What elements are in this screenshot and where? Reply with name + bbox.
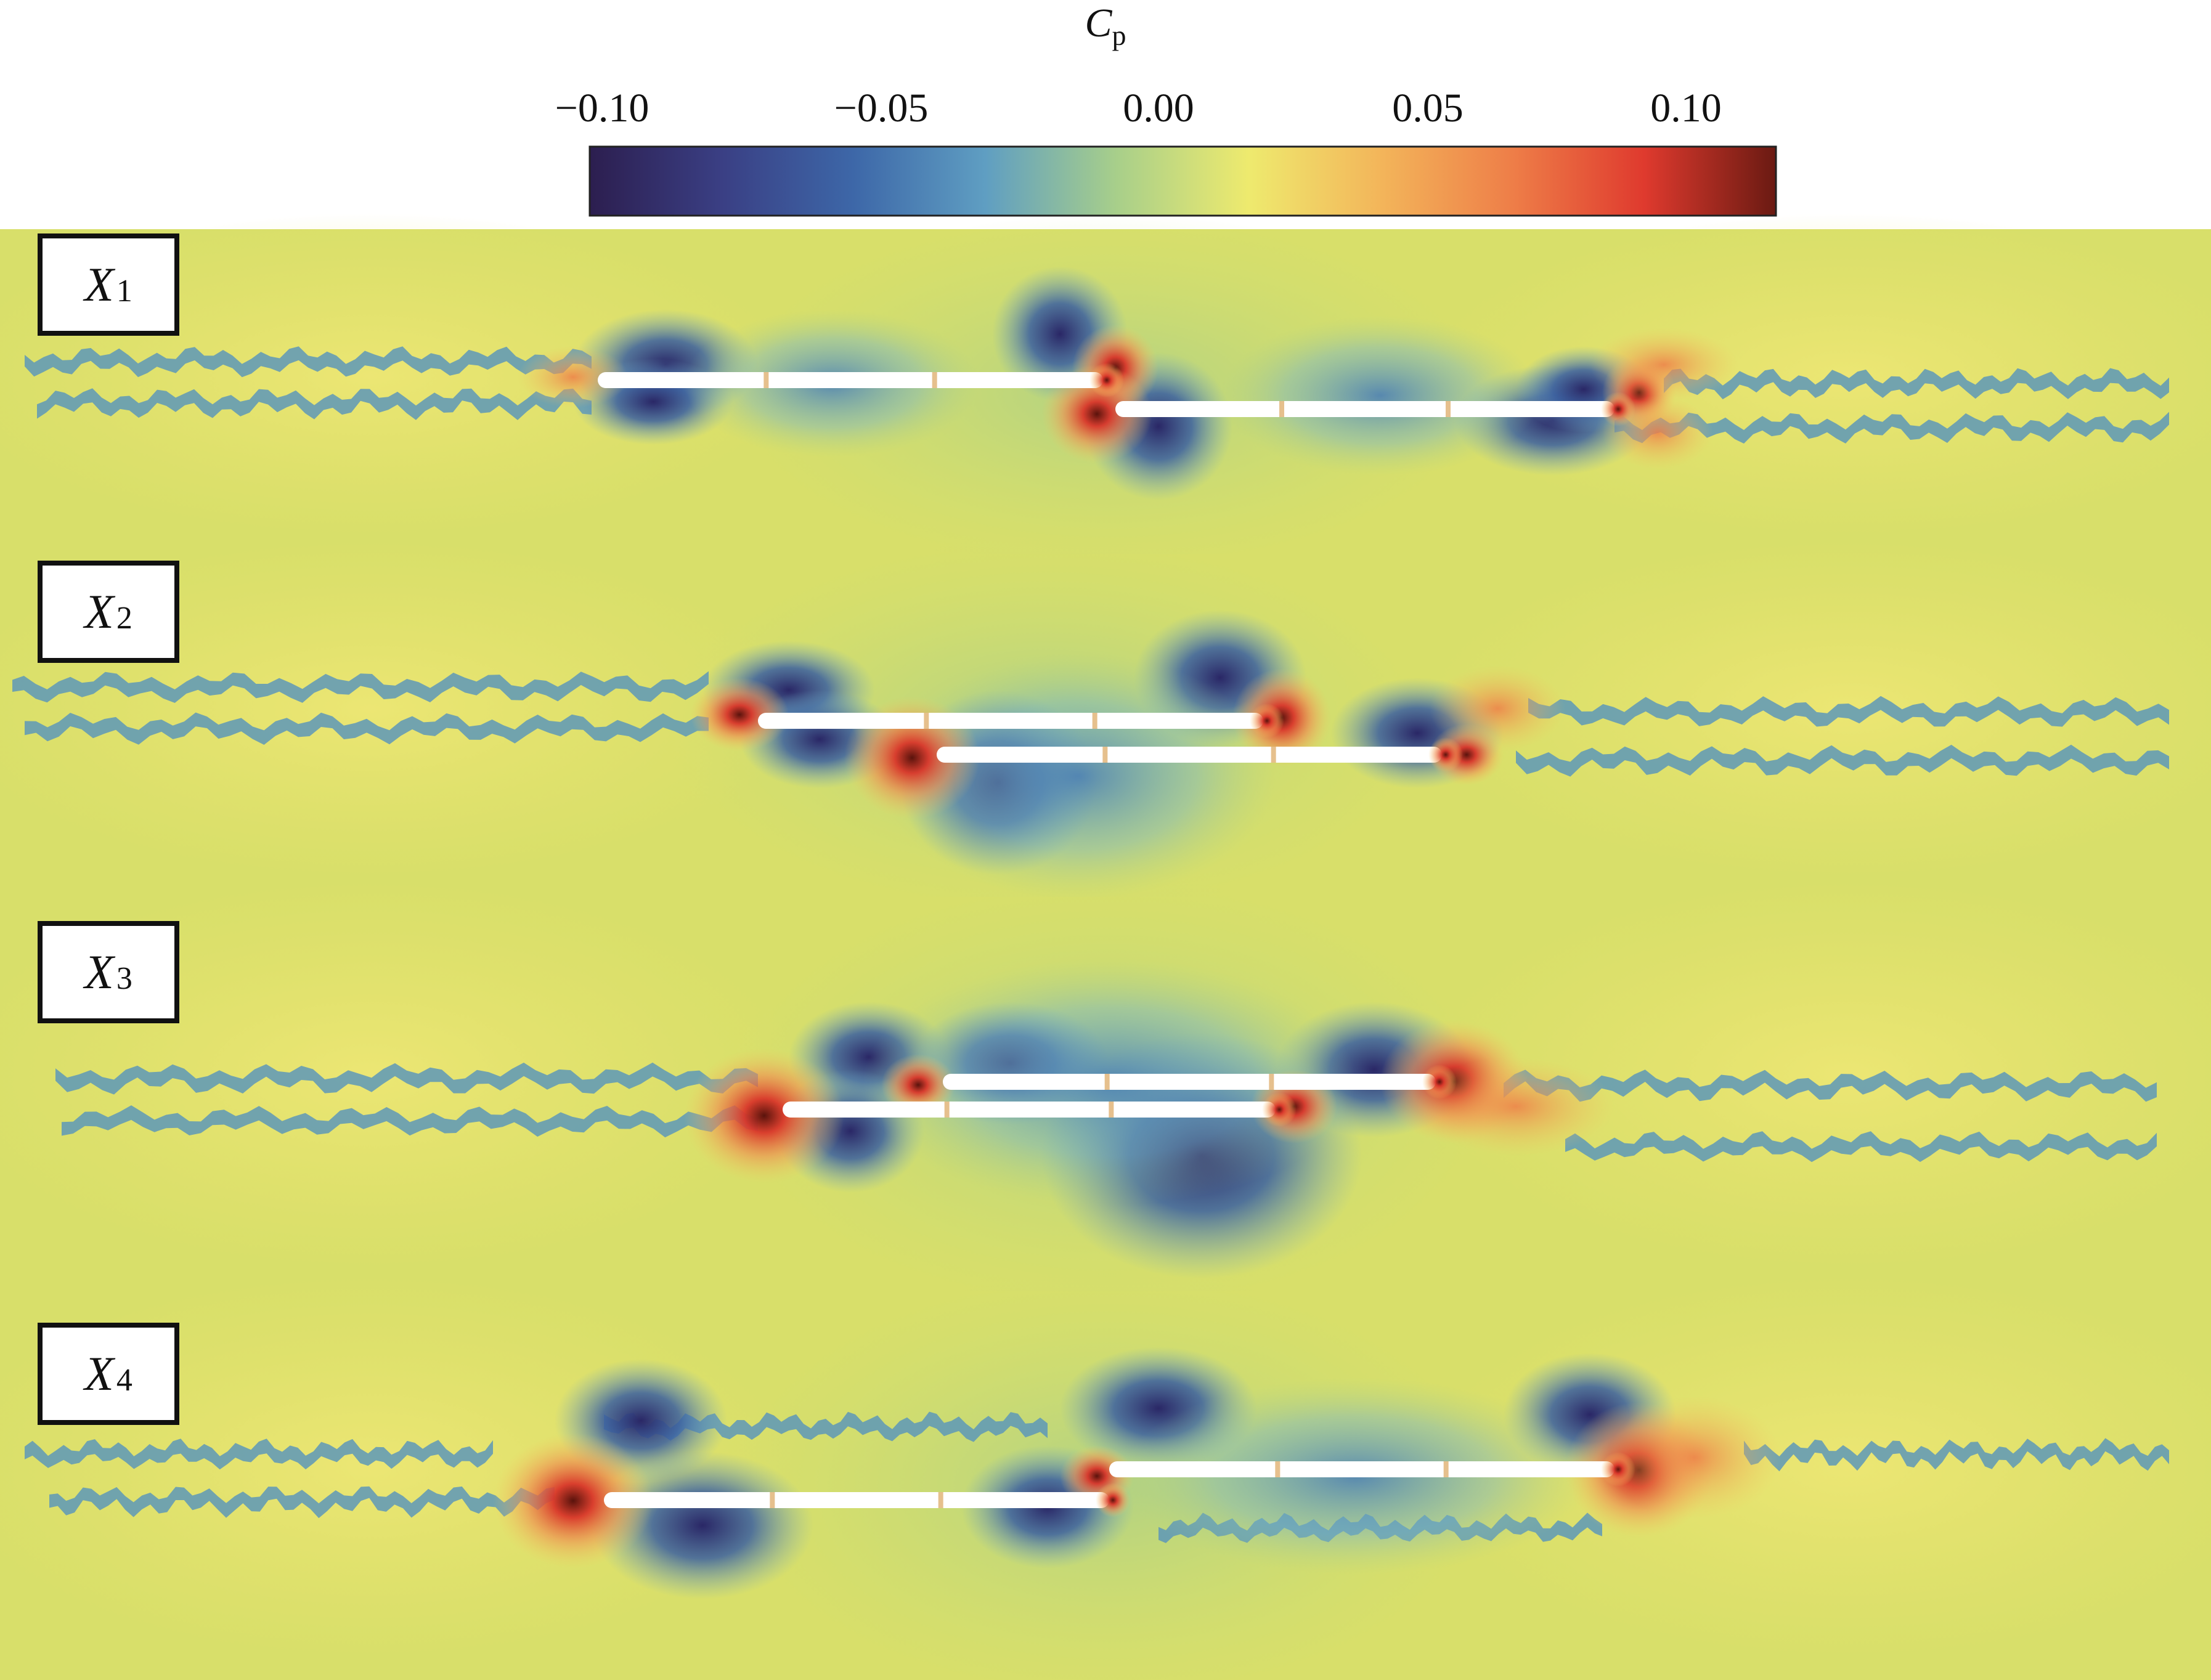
high-pressure-region: [881, 1054, 955, 1116]
colorbar-title-symbol: C: [1085, 1, 1112, 46]
high-pressure-region: [1608, 1396, 1781, 1519]
hull-joint: [1092, 713, 1097, 729]
hull-body: [937, 747, 1442, 763]
colorbar-tick-label: −0.10: [555, 86, 649, 131]
hull-joint: [763, 372, 769, 388]
panel-label-subscript: 4: [116, 1362, 132, 1398]
wake-streak: [25, 346, 592, 378]
panel-label-subscript: 1: [116, 273, 132, 309]
high-pressure-region: [493, 1433, 653, 1568]
contour-panel-3: [0, 877, 2211, 1311]
hull-joint: [924, 713, 929, 729]
colorbar: [588, 145, 1777, 217]
high-pressure-region: [1041, 365, 1152, 463]
hull-joint: [1269, 1074, 1274, 1090]
wake-streak: [55, 1062, 758, 1095]
wake-streak: [1528, 696, 2169, 727]
colorbar-tick-label: −0.05: [834, 86, 929, 131]
panel-label-subscript: 3: [116, 960, 132, 996]
colorbar-tick-label: 0.05: [1392, 86, 1464, 131]
contour-panel-1: [0, 213, 2211, 571]
wake-streak: [1565, 1131, 2157, 1163]
panel-label-letter: X: [84, 585, 114, 638]
stagnation-point: [1250, 704, 1284, 738]
panel-label-letter: X: [84, 1347, 114, 1400]
hull-joint: [1102, 747, 1108, 763]
wake-streak: [1516, 744, 2169, 777]
wake-streak: [25, 712, 709, 745]
hull-joint: [1279, 401, 1284, 417]
hull-body: [783, 1102, 1276, 1118]
stagnation-point: [1428, 737, 1463, 772]
high-pressure-region: [1590, 328, 1738, 402]
hull-joint: [1104, 1074, 1110, 1090]
stagnation-point: [1262, 1092, 1297, 1127]
hull-body: [1109, 1461, 1614, 1477]
hull-joint: [1109, 1102, 1114, 1118]
wake-streak: [1504, 1069, 2157, 1102]
hull-joint: [1443, 1461, 1449, 1477]
hull-joint: [938, 1492, 943, 1508]
wake-streak: [12, 671, 709, 703]
wake-streak: [37, 388, 592, 420]
wake-streak: [1744, 1438, 2169, 1472]
stagnation-point: [1422, 1065, 1457, 1099]
colorbar-tick-label: 0.10: [1650, 86, 1722, 131]
low-pressure-region: [1220, 315, 1541, 476]
wake-streak: [49, 1486, 555, 1519]
panel-label-letter: X: [84, 945, 114, 999]
hull-joint: [944, 1102, 950, 1118]
stagnation-point: [1601, 392, 1635, 426]
wake-streak: [25, 1439, 493, 1470]
colorbar-title: Cp: [0, 0, 2211, 52]
hull-joint: [1275, 1461, 1281, 1477]
hull-joint: [1446, 401, 1451, 417]
panel-label-letter: X: [84, 258, 114, 311]
hull-joint: [1271, 747, 1276, 763]
wake-streak: [1614, 412, 2169, 444]
high-pressure-region: [1417, 1057, 1614, 1156]
hull-joint: [932, 372, 937, 388]
colorbar-title-subscript: p: [1112, 20, 1126, 52]
panel-label-subscript: 2: [116, 600, 132, 636]
high-pressure-region: [690, 678, 789, 752]
hull-body: [1115, 401, 1614, 417]
wake-streak: [1664, 368, 2169, 400]
stagnation-point: [1089, 363, 1124, 397]
contour-panels: [0, 213, 2211, 1680]
hull-body: [598, 372, 1103, 388]
contour-panel-2: [0, 537, 2211, 914]
field-region: [1417, 537, 2211, 880]
field-region: [0, 213, 801, 538]
high-pressure-region: [518, 346, 629, 408]
high-pressure-region: [684, 1048, 844, 1183]
wake-streak: [62, 1105, 758, 1138]
contour-panel-4: [0, 1272, 2211, 1680]
stagnation-point: [1601, 1452, 1635, 1487]
hull-body: [943, 1074, 1436, 1090]
hull-joint: [770, 1492, 775, 1508]
hull-body: [604, 1492, 1109, 1508]
field-region: [0, 537, 801, 880]
hull-body: [758, 713, 1263, 729]
high-pressure-region: [1430, 665, 1565, 752]
stagnation-point: [1096, 1483, 1130, 1517]
field-region: [1417, 877, 2211, 1272]
colorbar-tick-label: 0.00: [1123, 86, 1194, 131]
